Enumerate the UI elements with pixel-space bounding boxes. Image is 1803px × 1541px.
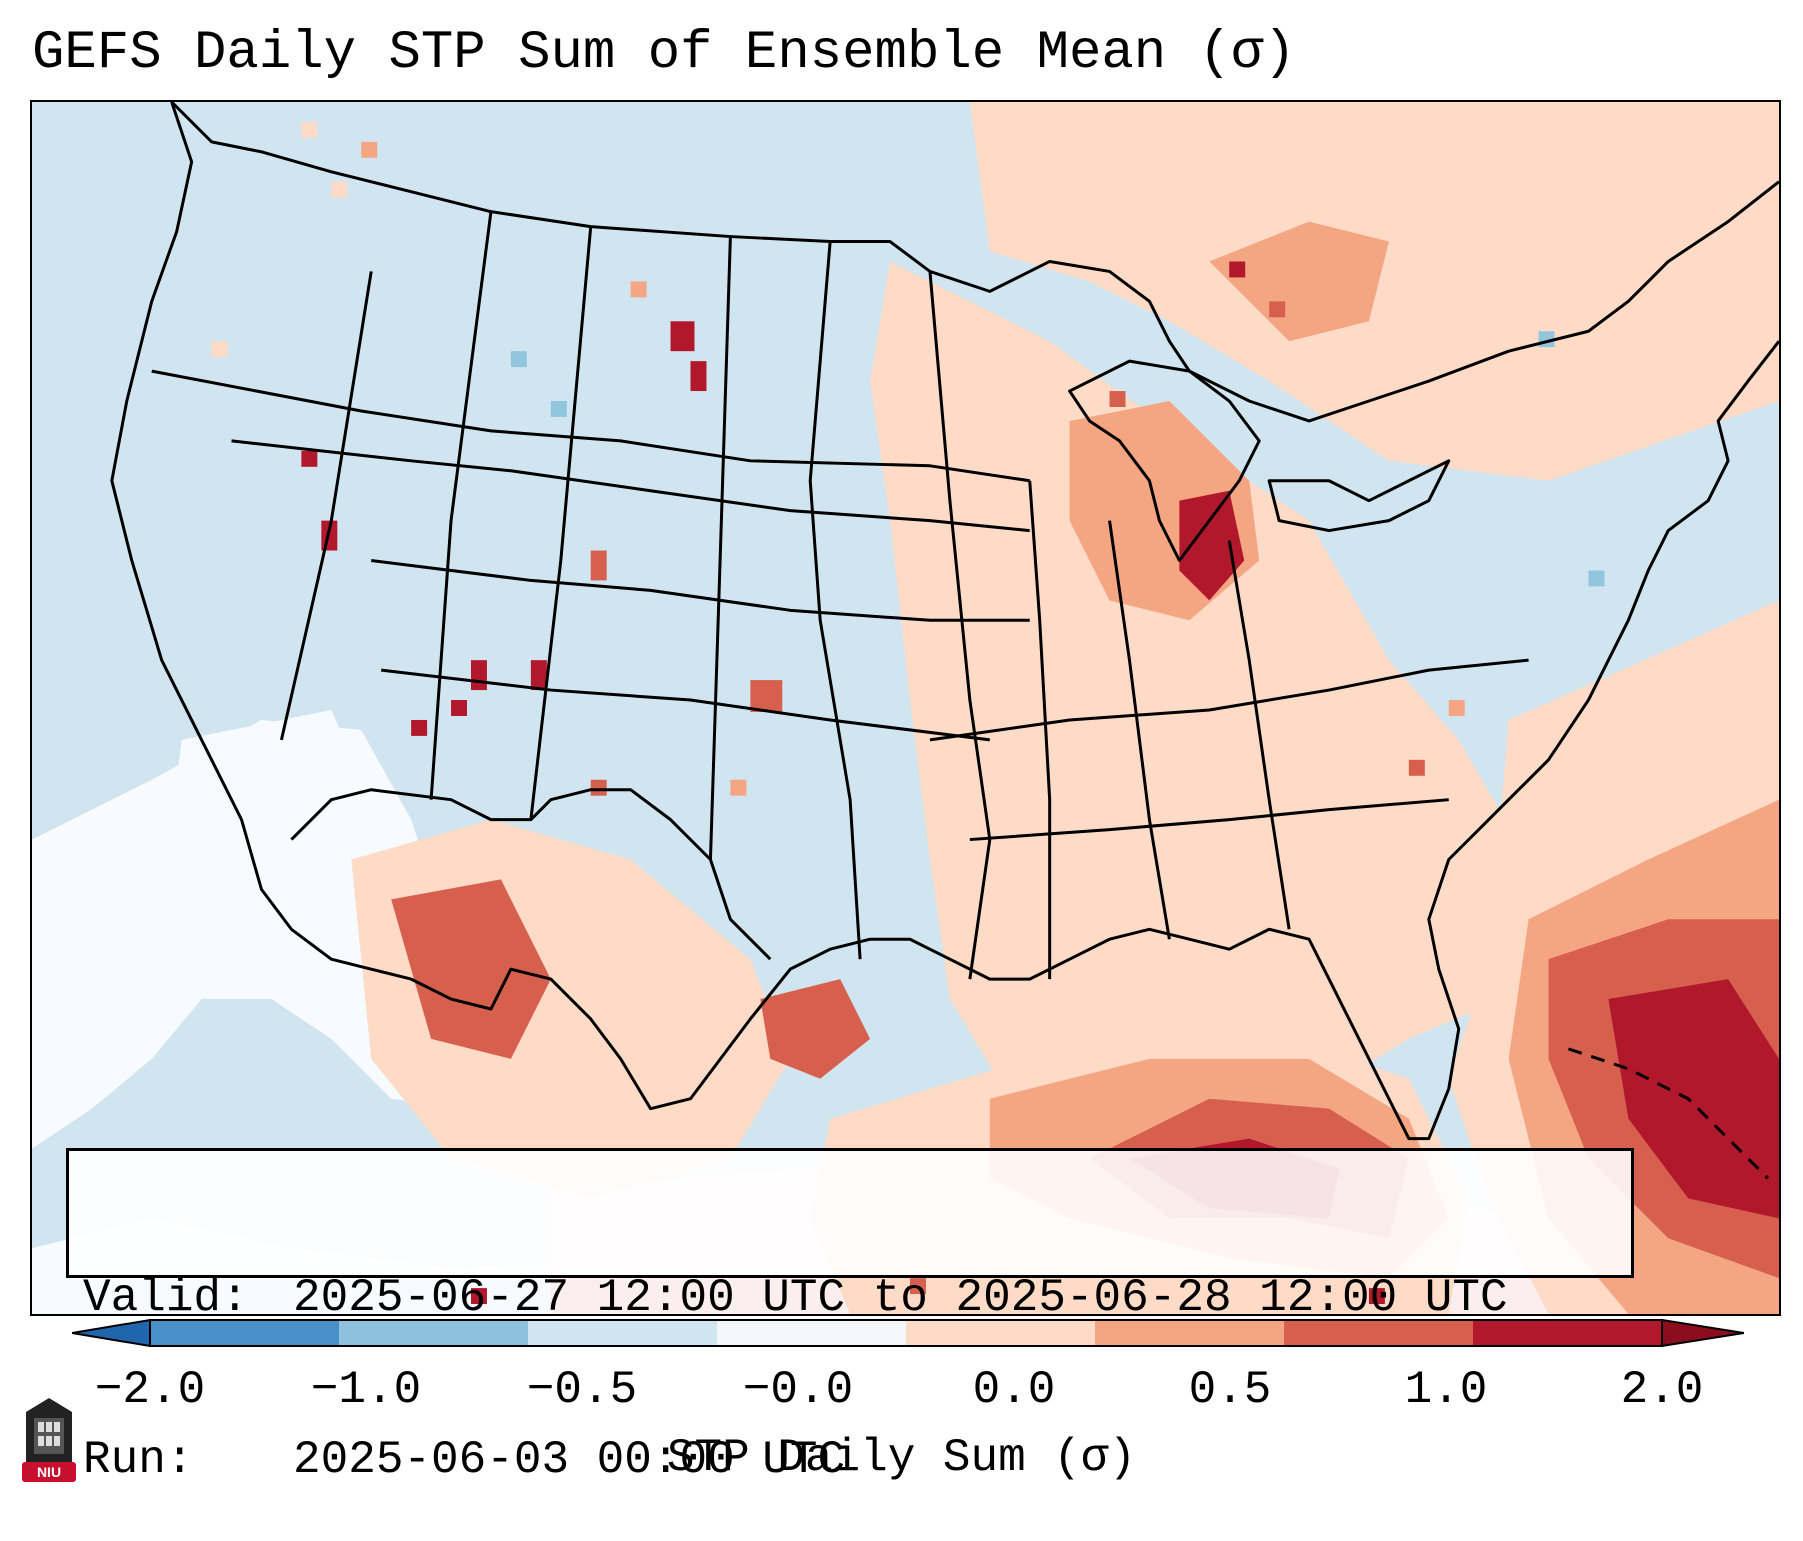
cell xyxy=(730,779,747,796)
state-line-3 xyxy=(371,559,1030,622)
cell xyxy=(510,351,527,368)
cell xyxy=(301,121,318,138)
us-border-outline xyxy=(110,102,1779,1141)
colorbar xyxy=(72,1318,1744,1348)
valid-label: Valid: xyxy=(83,1272,249,1324)
meridian-7 xyxy=(1028,480,1052,980)
strong-region-mexico xyxy=(391,879,551,1059)
cell xyxy=(590,550,607,581)
cell xyxy=(1448,700,1465,716)
colorbar-tick-label: 2.0 xyxy=(1620,1364,1704,1416)
colorbar-tick-label: −1.0 xyxy=(310,1364,422,1416)
state-line-4 xyxy=(381,668,990,742)
colorbar-tick-label: 0.5 xyxy=(1188,1364,1272,1416)
colorbar-tick-label: 0.0 xyxy=(972,1364,1056,1416)
meridian-4 xyxy=(708,236,732,860)
niu-logo-text: NIU xyxy=(36,1464,62,1480)
niu-logo: NIU xyxy=(20,1394,78,1482)
valid-line: Valid: 2025-06-27 12:00 UTC to 2025-06-28… xyxy=(83,1271,1617,1325)
cell xyxy=(550,401,567,417)
colorbar-segment xyxy=(528,1320,717,1346)
cell xyxy=(630,281,647,298)
cell xyxy=(1588,570,1605,587)
cell xyxy=(470,660,487,691)
meridian-6 xyxy=(928,271,992,980)
colorbar-segment xyxy=(339,1320,528,1346)
colorbar-tick-label: −2.0 xyxy=(94,1364,206,1416)
cell xyxy=(361,141,378,158)
state-line-2 xyxy=(231,439,1030,533)
meridian-9 xyxy=(1227,540,1291,930)
cell xyxy=(411,719,428,736)
colorbar-segment xyxy=(906,1320,1095,1346)
valid-value: 2025-06-27 12:00 UTC to 2025-06-28 12:00… xyxy=(293,1272,1508,1324)
cell xyxy=(670,321,695,352)
colorbar-tick-label: −0.5 xyxy=(526,1364,638,1416)
canada-border xyxy=(170,102,1779,423)
meridian-3 xyxy=(529,226,593,820)
map-panel[interactable] xyxy=(30,100,1781,1316)
strong-region-atlantic-core xyxy=(1608,979,1779,1219)
colorbar-outline xyxy=(149,1319,1663,1347)
meridian-5 xyxy=(808,241,862,960)
cell xyxy=(530,660,547,691)
colorbar-segment xyxy=(1095,1320,1284,1346)
cell xyxy=(451,700,468,716)
meridian-1 xyxy=(279,271,373,741)
cell xyxy=(690,361,707,392)
moderate-region-north xyxy=(1209,221,1389,342)
boundaries xyxy=(110,102,1779,1180)
meridian-2 xyxy=(429,211,493,800)
state-line-6 xyxy=(969,798,1449,842)
cell xyxy=(331,181,348,198)
great-lakes-east xyxy=(1267,459,1451,533)
cell xyxy=(1109,391,1126,407)
colorbar-segment xyxy=(1473,1320,1662,1346)
run-label: Run: xyxy=(83,1434,194,1486)
colorbar-extend-high xyxy=(1661,1318,1744,1348)
cell xyxy=(211,341,228,358)
run-line: Run: 2025-06-03 00:00 UTC xyxy=(83,1433,1617,1487)
niu-logo-icon xyxy=(22,1398,76,1482)
colorbar-extend-low xyxy=(72,1318,151,1348)
colorbar-label: STP Daily Sum (σ) xyxy=(666,1432,1137,1484)
colorbar-segment xyxy=(150,1320,339,1346)
cuba-dashed xyxy=(1568,1047,1770,1180)
info-box: Valid: 2025-06-27 12:00 UTC to 2025-06-28… xyxy=(66,1148,1634,1486)
stp-map[interactable] xyxy=(32,102,1779,1314)
cell xyxy=(1368,1288,1385,1305)
positive-region-midwest xyxy=(870,261,1549,1139)
map-title: GEFS Daily STP Sum of Ensemble Mean (σ) xyxy=(32,23,1296,84)
run-value: 2025-06-03 00:00 UTC xyxy=(293,1434,846,1486)
cell xyxy=(301,450,318,467)
cell xyxy=(1408,759,1425,776)
colorbar-segment xyxy=(717,1320,906,1346)
cell xyxy=(750,680,783,712)
strong-region-lakemichigan xyxy=(1179,490,1245,601)
cell xyxy=(1229,261,1246,278)
strong-region-texas xyxy=(760,979,871,1079)
near-zero-region-west-2 xyxy=(171,709,372,860)
cell xyxy=(470,1288,487,1305)
state-line-1 xyxy=(151,369,1030,483)
cell xyxy=(1269,301,1286,318)
great-lakes xyxy=(1068,359,1261,562)
meridian-8 xyxy=(1108,520,1171,940)
cell xyxy=(909,1278,926,1295)
scattered-anomaly-cells xyxy=(211,121,1605,1305)
colorbar-tick-label: −0.0 xyxy=(742,1364,854,1416)
colorbar-tick-label: 1.0 xyxy=(1404,1364,1488,1416)
colorbar-segment xyxy=(1284,1320,1473,1346)
cell xyxy=(590,779,607,796)
